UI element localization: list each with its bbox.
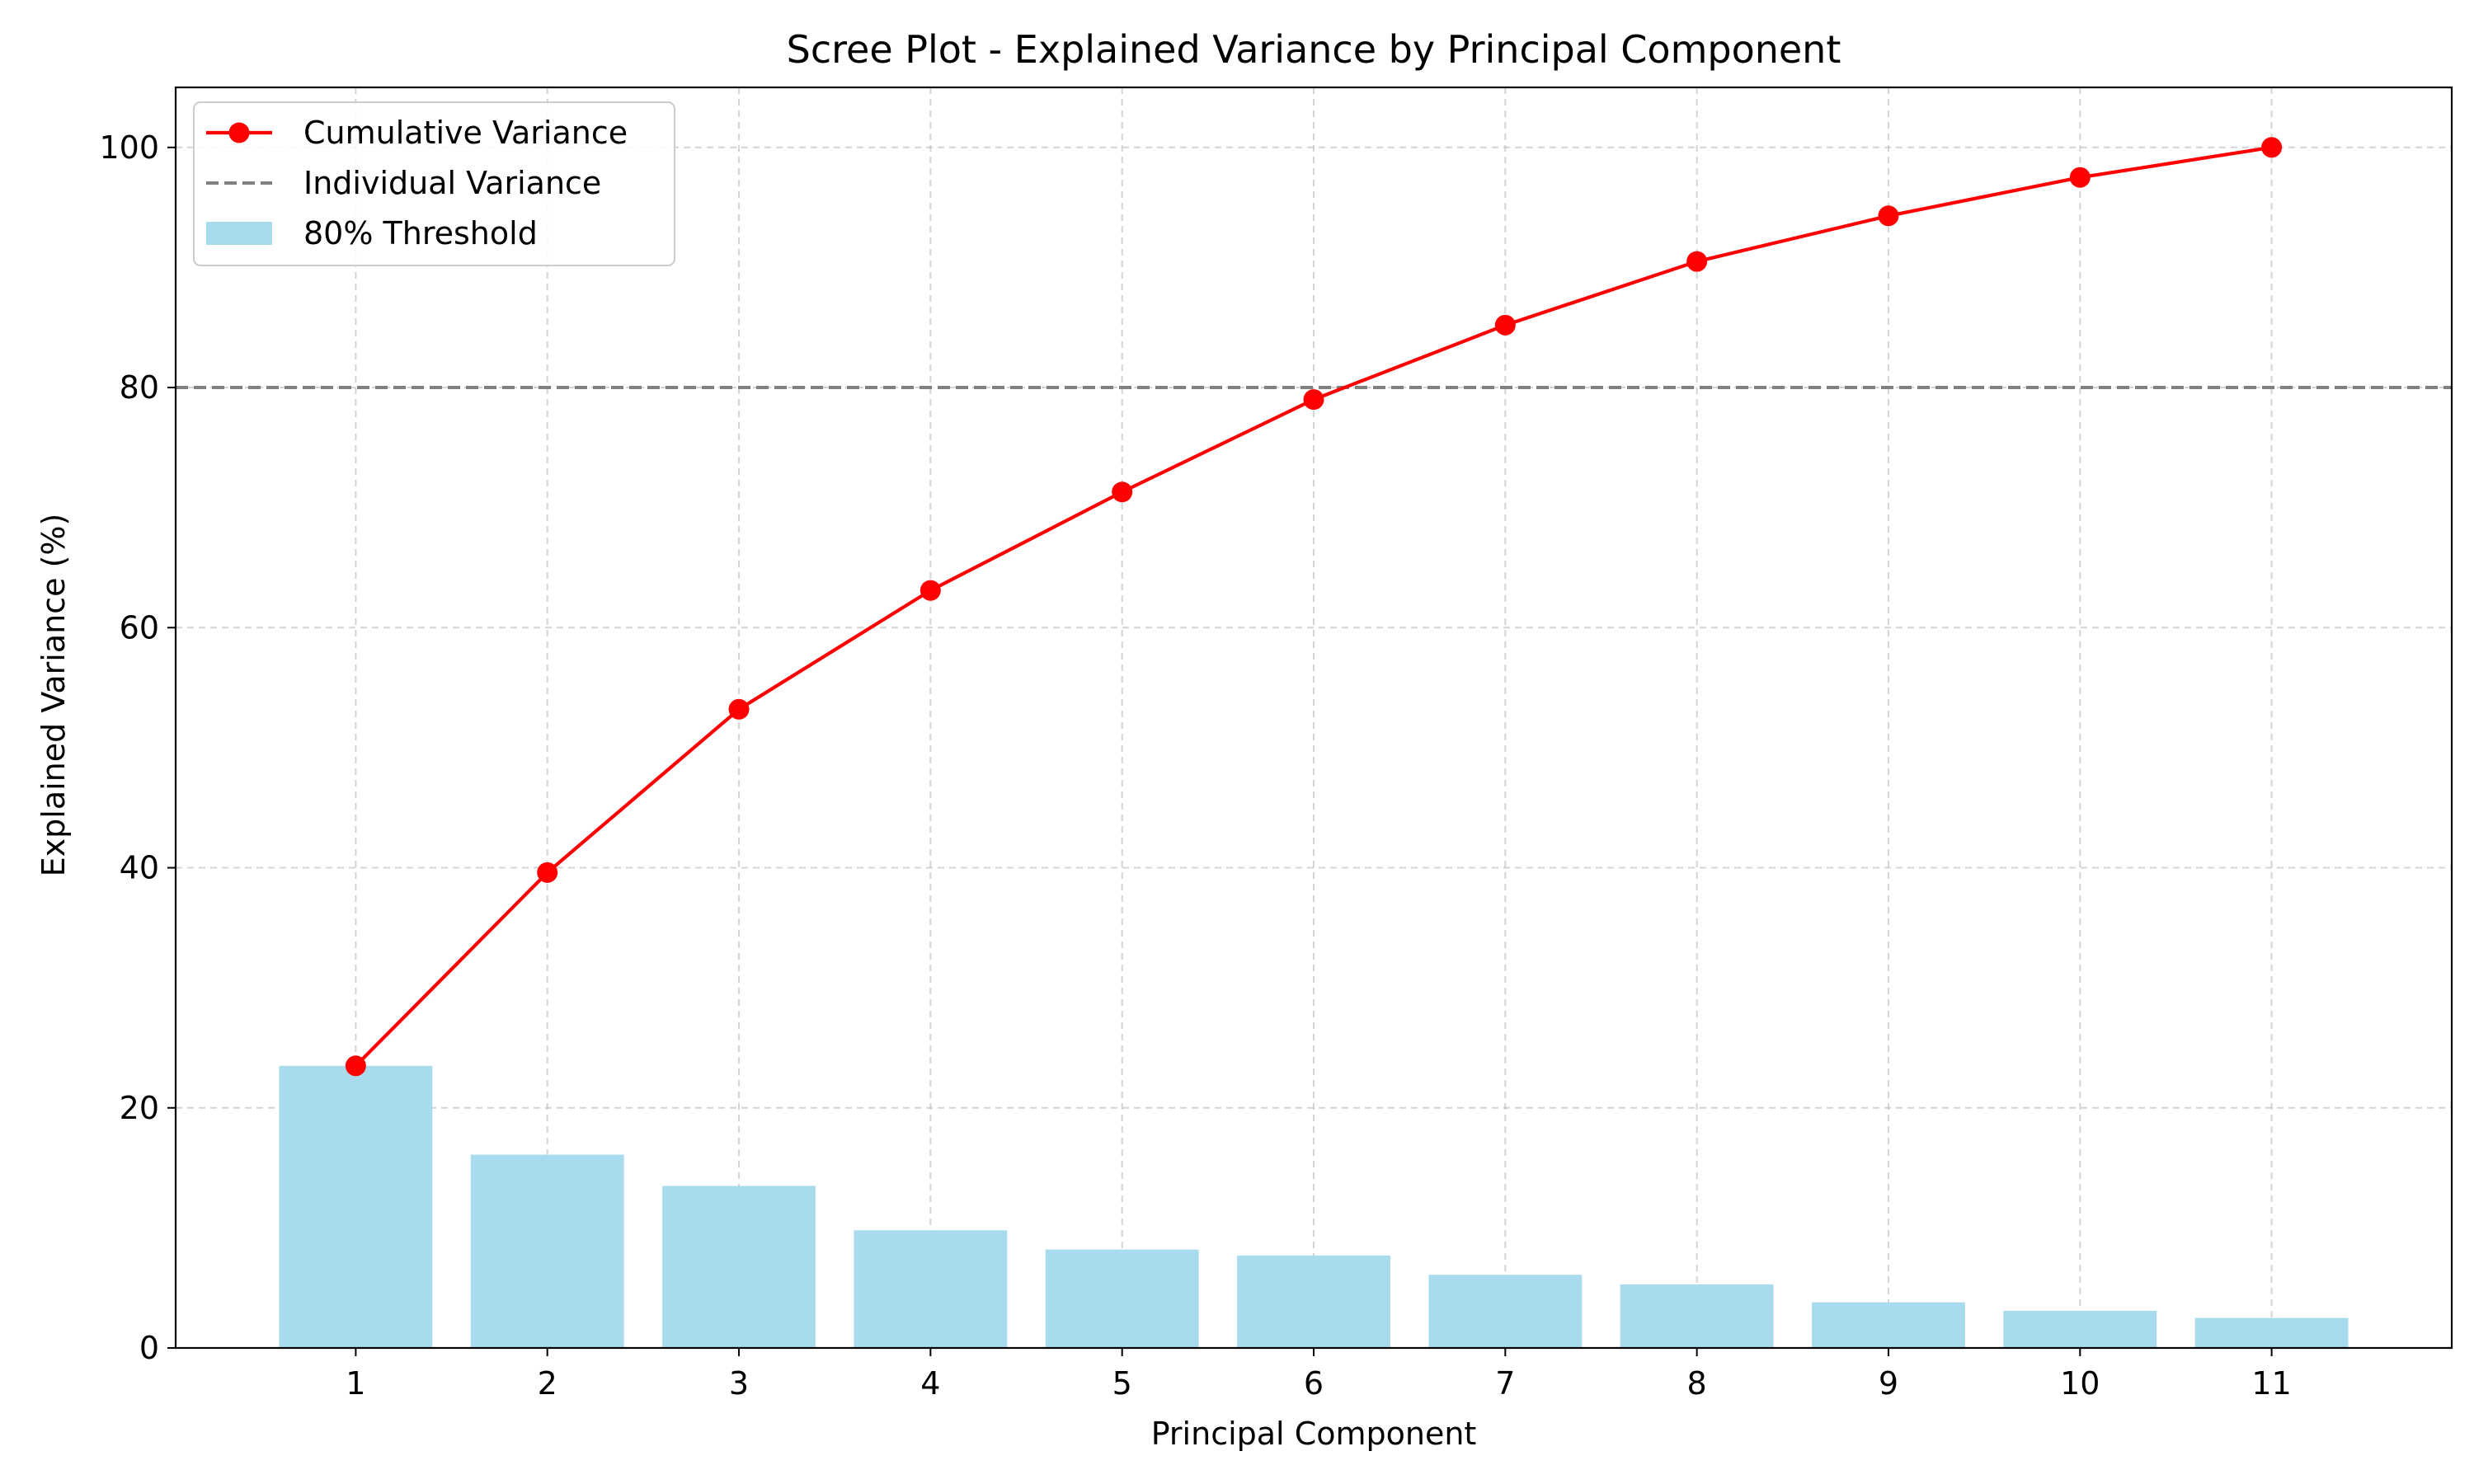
x-tick-label: 2	[538, 1365, 557, 1402]
cumulative-point-6	[1303, 389, 1324, 411]
x-axis-ticks: 1 2 3 4 5 6 7 8 9 10 11	[346, 1348, 2292, 1402]
cumulative-point-11	[2261, 137, 2283, 158]
variance-bar-9	[1812, 1302, 1965, 1348]
cumulative-point-2	[537, 862, 558, 883]
legend-box	[193, 101, 675, 266]
variance-bar-10	[2003, 1310, 2157, 1348]
cumulative-point-3	[728, 698, 750, 720]
legend-label: Individual Variance	[303, 165, 601, 201]
x-tick-label: 4	[920, 1365, 940, 1402]
y-tick-label: 100	[99, 129, 159, 166]
legend-label: Cumulative Variance	[303, 115, 628, 151]
variance-bar-6	[1237, 1255, 1390, 1348]
legend-label: 80% Threshold	[303, 215, 538, 251]
variance-bar-11	[2194, 1317, 2349, 1348]
cumulative-point-1	[345, 1055, 366, 1077]
x-tick-label: 6	[1304, 1365, 1324, 1402]
cumulative-point-5	[1112, 481, 1133, 503]
legend-swatch-threshold	[206, 222, 272, 245]
cumulative-line-layer	[345, 137, 2283, 1077]
y-tick-label: 20	[120, 1090, 159, 1126]
y-tick-label: 40	[120, 850, 159, 886]
x-tick-label: 11	[2251, 1365, 2291, 1402]
cumulative-point-9	[1878, 205, 1899, 227]
x-tick-label: 1	[346, 1365, 365, 1402]
x-tick-label: 5	[1112, 1365, 1132, 1402]
y-axis-ticks: 0 20 40 60 80 100	[99, 129, 176, 1366]
variance-bar-3	[662, 1186, 816, 1348]
variance-bar-8	[1620, 1284, 1774, 1348]
bars	[279, 1065, 2349, 1348]
legend-swatch-cumulative-marker	[228, 122, 250, 143]
legend-items: Cumulative Variance Individual Variance 80…	[206, 115, 628, 251]
variance-bar-4	[854, 1230, 1008, 1348]
variance-bar-5	[1045, 1249, 1199, 1348]
y-tick-label: 80	[120, 369, 159, 406]
x-tick-label: 7	[1495, 1365, 1515, 1402]
y-tick-label: 60	[120, 609, 159, 646]
variance-bar-2	[470, 1154, 624, 1348]
cumulative-point-10	[2069, 167, 2091, 188]
x-tick-label: 3	[729, 1365, 749, 1402]
y-tick-label: 0	[139, 1330, 159, 1366]
x-tick-label: 9	[1879, 1365, 1898, 1402]
cumulative-point-8	[1686, 251, 1708, 272]
cumulative-point-7	[1494, 314, 1516, 336]
x-tick-label: 8	[1687, 1365, 1707, 1402]
variance-bar-7	[1428, 1275, 1583, 1348]
chart-title: Scree Plot - Explained Variance by Princ…	[787, 27, 1841, 72]
x-axis-label: Principal Component	[1151, 1416, 1477, 1452]
legend: Cumulative Variance Individual Variance 80…	[193, 101, 675, 266]
y-axis-label: Explained Variance (%)	[35, 514, 72, 877]
variance-bar-1	[279, 1065, 433, 1348]
cumulative-point-4	[920, 580, 941, 601]
x-tick-label: 10	[2060, 1365, 2100, 1402]
